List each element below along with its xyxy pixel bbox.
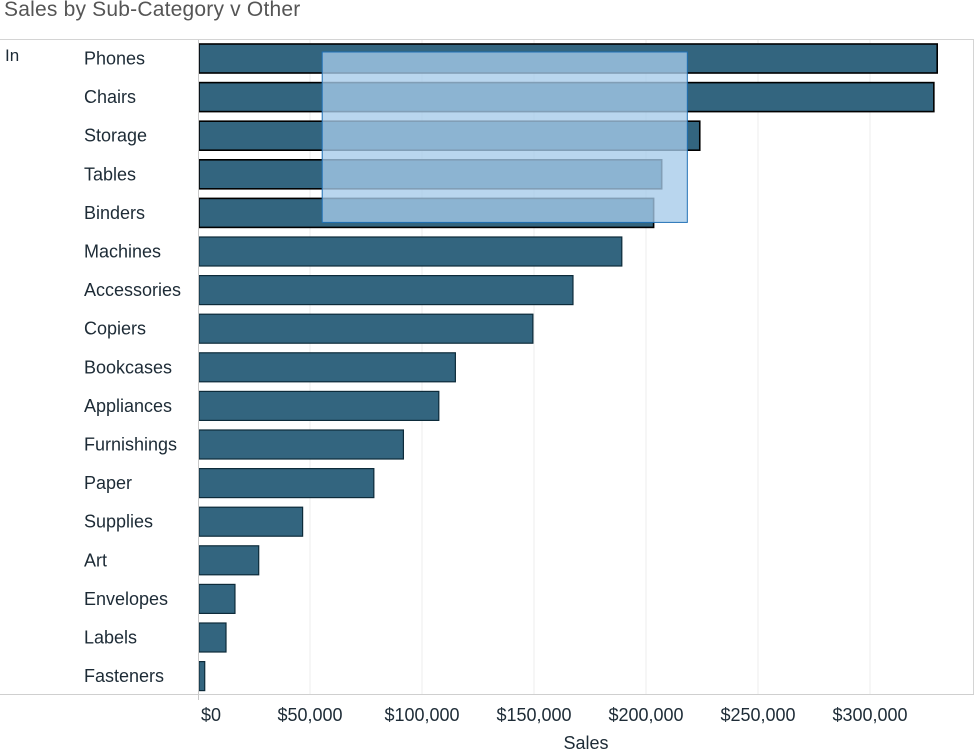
category-label: Supplies xyxy=(84,512,153,532)
bar-supplies[interactable] xyxy=(198,506,304,537)
x-tick-label: $100,000 xyxy=(384,705,459,725)
zero-axis-line xyxy=(198,40,199,700)
bar-copiers[interactable] xyxy=(198,313,534,344)
group-label: In xyxy=(5,46,20,65)
chart-title: Sales by Sub-Category v Other xyxy=(4,0,301,21)
category-label: Labels xyxy=(84,628,137,648)
bar-bookcases[interactable] xyxy=(198,352,456,383)
x-tick-label: $50,000 xyxy=(277,705,342,725)
category-labels: Phones Chairs Storage Tables Binders Machines… xyxy=(84,49,181,687)
bar-paper[interactable] xyxy=(198,468,375,499)
category-label: Tables xyxy=(84,164,136,184)
x-tick-label: $250,000 xyxy=(720,705,795,725)
category-label: Machines xyxy=(84,242,161,262)
x-tick-label: $300,000 xyxy=(832,705,907,725)
x-axis-ticks: $0 $50,000 $100,000 $150,000 $200,000 $250,00… xyxy=(201,705,908,725)
category-label: Accessories xyxy=(84,280,181,300)
bar-machines[interactable] xyxy=(198,236,623,267)
bar-furnishings[interactable] xyxy=(198,429,405,460)
x-axis-title: Sales xyxy=(563,733,608,753)
category-label: Furnishings xyxy=(84,435,177,455)
bar-labels[interactable] xyxy=(198,622,227,653)
category-label: Chairs xyxy=(84,87,136,107)
category-label: Appliances xyxy=(84,396,172,416)
x-tick-label: $0 xyxy=(201,705,221,725)
bar-fasteners[interactable] xyxy=(198,660,206,692)
category-label: Fasteners xyxy=(84,666,164,686)
x-axis-line xyxy=(0,694,974,695)
pane-right-border xyxy=(973,39,974,695)
bar-art[interactable] xyxy=(198,545,260,576)
bar-accessories[interactable] xyxy=(198,275,574,306)
selection-rectangle[interactable] xyxy=(321,51,688,223)
category-label: Bookcases xyxy=(84,357,172,377)
category-label: Binders xyxy=(84,203,145,223)
category-label: Paper xyxy=(84,473,132,493)
x-tick-label: $150,000 xyxy=(496,705,571,725)
category-label: Phones xyxy=(84,49,145,69)
pane-top-border xyxy=(0,39,974,40)
bar-envelopes[interactable] xyxy=(198,583,236,615)
x-tick-label: $200,000 xyxy=(608,705,683,725)
category-label: Storage xyxy=(84,126,147,146)
bar-appliances[interactable] xyxy=(198,390,440,421)
category-label: Envelopes xyxy=(84,589,168,609)
category-label: Art xyxy=(84,550,107,570)
category-label: Copiers xyxy=(84,319,146,339)
